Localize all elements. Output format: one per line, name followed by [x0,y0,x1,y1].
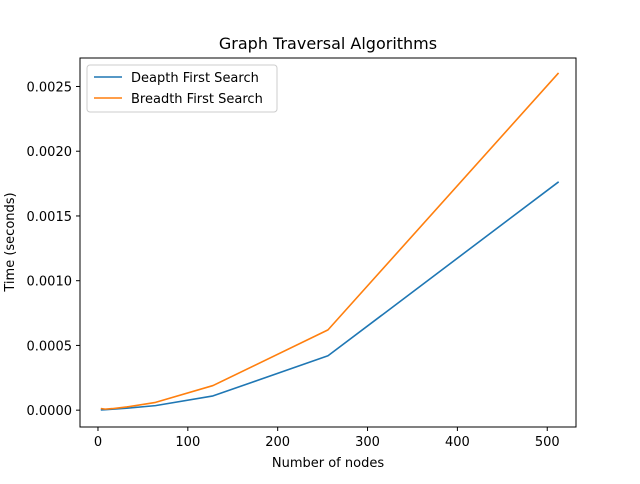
series-layer [100,72,560,411]
y-tick-label: 0.0005 [27,339,73,354]
x-tick-label: 0 [94,435,102,450]
legend-label: Breadth First Search [131,92,263,107]
y-tick-label: 0.0020 [27,145,73,160]
chart-title: Graph Traversal Algorithms [219,34,437,53]
x-tick-label: 400 [445,435,470,450]
x-tick-label: 200 [265,435,290,450]
y-tick-label: 0.0010 [27,275,73,290]
y-axis: 0.0000 0.0005 0.0010 0.0015 0.0020 0.0025 [27,80,80,419]
plot-area-frame [79,57,577,428]
x-tick-label: 100 [175,435,200,450]
y-tick-label: 0.0025 [27,80,73,95]
y-tick-label: 0.0015 [27,210,73,225]
x-tick-label: 500 [535,435,560,450]
y-tick-label: 0.0000 [27,404,73,419]
legend: Deapth First Search Breadth First Search [86,64,278,113]
x-tick-label: 300 [355,435,380,450]
legend-label: Deapth First Search [131,71,259,86]
y-axis-title: Time (seconds) [3,192,18,292]
x-axis-title: Number of nodes [272,456,384,471]
x-axis: 0 100 200 300 400 500 [94,427,560,450]
legend-frame [86,64,278,113]
series-line-bfs [100,72,560,410]
